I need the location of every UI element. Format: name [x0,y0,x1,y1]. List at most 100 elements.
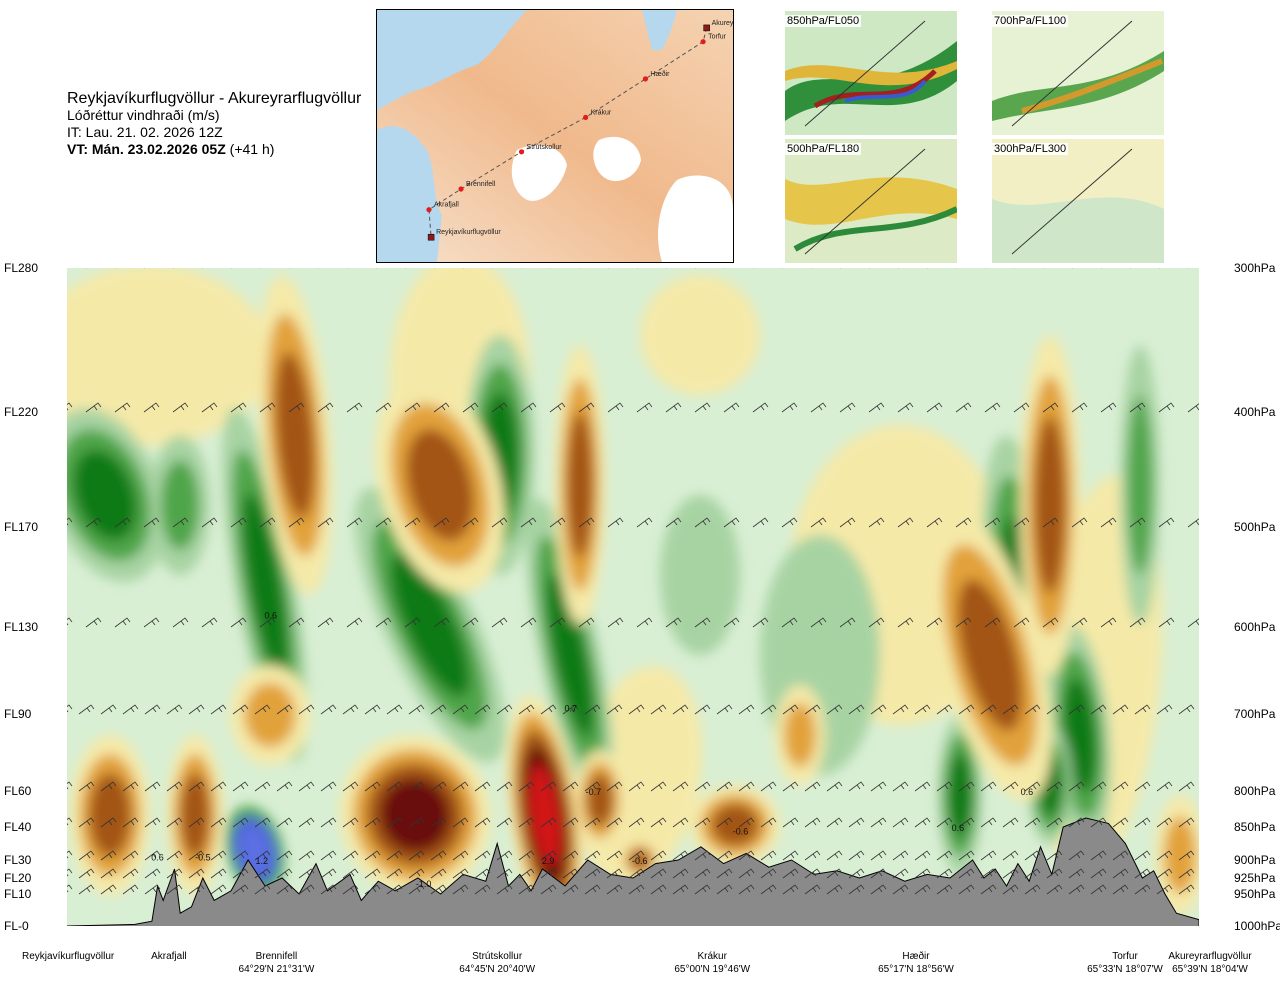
wind-barb [376,268,377,269]
flight-level-label: FL40 [4,820,32,834]
wind-barb [298,868,315,879]
wind-barb [1046,704,1063,715]
wind-barb [760,817,777,828]
wind-barb [782,704,799,715]
wind-barb [716,781,733,792]
wind-barb [892,781,909,792]
wind-barb [386,884,403,895]
wind-barb [518,884,535,895]
value-label: -1.0 [416,879,432,889]
wind-barbs [67,268,1216,895]
wind-barb [723,402,740,413]
wind-barb [210,817,227,828]
wind-barb [188,781,205,792]
pressure-level-label: 400hPa [1234,405,1276,419]
wind-barb [404,402,421,413]
mini-map-700: 700hPa/FL100 [992,11,1164,135]
wind-barb [958,868,975,879]
wind-barb [826,850,843,861]
wind-barb [144,884,161,895]
wind-barb [848,781,865,792]
wind-barb [753,268,754,269]
route-point-marker [426,207,432,213]
wind-barb [78,704,95,715]
wind-barb [1090,704,1107,715]
wind-barb [143,402,160,413]
waypoint-coord: 65°00'N 19°46'W [674,964,750,975]
wind-barb [430,868,447,879]
wind-field-cell [1034,416,1066,594]
wind-barb [1046,868,1063,879]
wind-barb [201,402,218,413]
wind-barb [232,781,249,792]
wind-barb [1068,817,1085,828]
wind-barb [562,868,579,879]
wind-field-cell [406,429,474,541]
wind-barb [636,517,653,528]
waypoint-name: Strútskollur [472,951,523,962]
pressure-level-label: 300hPa [1234,261,1276,275]
wind-barb [839,517,856,528]
route-endpoint-marker [427,233,435,241]
wind-barb [1134,850,1151,861]
route-place-label: Torfur [708,34,727,41]
wind-barb [320,704,337,715]
wind-barb [288,402,305,413]
wind-barb [78,850,95,861]
wind-barb [1112,781,1129,792]
wind-barb [320,850,337,861]
waypoint-axis: Reykjavíkurflugvöllur Akrafjall Brennifell… [22,950,1252,975]
wind-barb [404,517,421,528]
wind-barb [518,850,535,861]
wind-barb [1013,517,1030,528]
value-label: 0.6 [1021,787,1034,797]
wind-barb [694,617,711,628]
wind-barb [694,402,711,413]
wind-barb [628,817,645,828]
wind-barb [958,704,975,715]
wind-barb [115,268,116,269]
wind-barb [1201,851,1216,860]
wind-barb [752,617,769,628]
wind-barb [518,817,535,828]
wind-barb [956,268,957,269]
wind-barb [1002,884,1019,895]
wind-barb [518,704,535,715]
wind-barb [188,884,205,895]
waypoint-coord: 64°45'N 20°40'W [459,964,535,975]
value-label: 1.2 [255,856,268,866]
route-line [428,27,708,238]
wind-barb [386,781,403,792]
wind-barb [231,268,232,269]
wind-barb [122,817,139,828]
wind-barb [936,868,953,879]
wind-barb [474,781,491,792]
wind-barb [810,617,827,628]
wind-barb [144,817,161,828]
wind-barb [474,868,491,879]
wind-field-cell [957,579,1023,731]
wind-barb [254,850,271,861]
wind-barb [826,868,843,879]
wind-barb [114,402,131,413]
wind-barb [958,850,975,861]
wind-barb [496,884,513,895]
wind-barb [1013,617,1030,628]
wind-barb [781,517,798,528]
value-label: 0.7 [564,703,577,713]
route-point-marker [700,39,706,45]
mini-map-300-svg [992,139,1164,263]
wind-barb [1178,817,1195,828]
wind-barb [166,884,183,895]
wind-barb [1068,781,1085,792]
wind-barb [430,704,447,715]
wind-barb [474,884,491,895]
wind-barb [114,517,131,528]
wind-barb [210,850,227,861]
wind-barb [172,402,189,413]
wind-barb [811,268,812,269]
wind-field-cell [567,412,593,558]
wind-barb [579,268,580,269]
wind-barb [1090,781,1107,792]
wind-barb [386,868,403,879]
